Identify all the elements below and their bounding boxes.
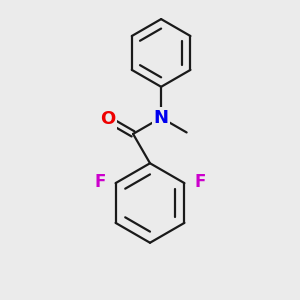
Text: N: N [154,109,169,127]
Text: O: O [100,110,115,128]
Text: F: F [194,173,206,191]
Text: F: F [94,173,106,191]
